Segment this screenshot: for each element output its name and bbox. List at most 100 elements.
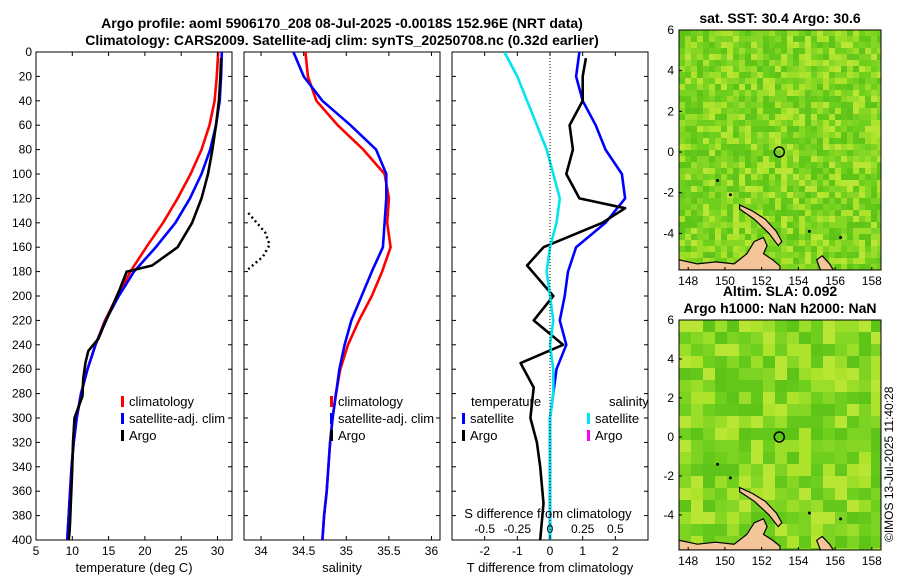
map-cell <box>703 476 715 488</box>
map-cell <box>691 96 697 102</box>
map-cell <box>877 162 881 168</box>
map-cell <box>703 524 715 536</box>
map-cell <box>751 174 757 180</box>
map-cell <box>757 72 763 78</box>
map-cell <box>865 36 871 42</box>
series-group <box>65 52 224 540</box>
map-cell <box>871 138 877 144</box>
map-cell <box>781 114 787 120</box>
map-cell <box>757 30 763 36</box>
map-cell <box>757 42 763 48</box>
map-cell <box>751 416 763 428</box>
map-cell <box>793 84 799 90</box>
map-cell <box>679 344 691 356</box>
map-cell <box>799 162 805 168</box>
map-cell <box>775 228 781 234</box>
map-cell <box>709 204 715 210</box>
map-cell <box>805 264 811 270</box>
map-cell <box>805 132 811 138</box>
map-cell <box>817 198 823 204</box>
map-cell <box>781 72 787 78</box>
map-x-tick-label: 158 <box>862 554 882 568</box>
map-cell <box>691 252 697 258</box>
map-cell <box>823 246 829 252</box>
map-cell <box>715 234 721 240</box>
map-cell <box>703 96 709 102</box>
map-cell <box>859 264 865 270</box>
map-cell <box>727 464 739 476</box>
map-cell <box>847 356 859 368</box>
map-cell <box>811 186 817 192</box>
map-cell <box>739 162 745 168</box>
map-cell <box>865 48 871 54</box>
map-cell <box>799 96 805 102</box>
y-tick-label: 160 <box>12 240 32 254</box>
map-cell <box>835 380 847 392</box>
map-cell <box>745 90 751 96</box>
legend-swatch <box>121 396 124 407</box>
map-cell <box>811 30 817 36</box>
map-cell <box>811 234 817 240</box>
map-cell <box>679 428 691 440</box>
map-cell <box>751 380 763 392</box>
map-cell <box>685 114 691 120</box>
legend-swatch <box>587 430 590 441</box>
map-cell <box>679 228 685 234</box>
x-tick-label: 5 <box>33 544 40 558</box>
map-cell <box>769 114 775 120</box>
map-cell <box>835 264 841 270</box>
map-cell <box>799 78 805 84</box>
map-cell <box>727 488 739 500</box>
map-cell <box>835 78 841 84</box>
map-cell <box>817 120 823 126</box>
map-cell <box>679 72 685 78</box>
map-cell <box>715 96 721 102</box>
map-cell <box>727 416 739 428</box>
map-cell <box>685 186 691 192</box>
map-cell <box>763 452 775 464</box>
map-cell <box>877 30 881 36</box>
map-cell <box>811 60 817 66</box>
map-cell <box>847 416 859 428</box>
map-cell <box>721 234 727 240</box>
map-cell <box>859 512 871 524</box>
map-cell <box>751 90 757 96</box>
map-cell <box>685 78 691 84</box>
map-cell <box>685 42 691 48</box>
map-cell <box>871 440 881 452</box>
map-cell <box>697 132 703 138</box>
map-cell <box>835 162 841 168</box>
map-cell <box>871 186 877 192</box>
map-cell <box>805 168 811 174</box>
map-cell <box>781 264 787 270</box>
map-cell <box>841 54 847 60</box>
map-cell <box>727 96 733 102</box>
land-1 <box>679 236 781 270</box>
map-cell <box>769 222 775 228</box>
map-cell <box>733 126 739 132</box>
map-cell <box>691 344 703 356</box>
map-cell <box>775 344 787 356</box>
map-cell <box>715 500 727 512</box>
map-cell <box>841 60 847 66</box>
map-cell <box>787 90 793 96</box>
island <box>807 229 811 233</box>
map-cell <box>727 48 733 54</box>
map-cell <box>859 452 871 464</box>
map-cell <box>835 476 847 488</box>
map-cell <box>721 102 727 108</box>
map-cell <box>787 96 793 102</box>
map-cell <box>835 464 847 476</box>
map-cell <box>865 108 871 114</box>
map-cell <box>751 476 763 488</box>
map-cell <box>847 144 853 150</box>
map-cell <box>685 210 691 216</box>
map-y-tick-label: -2 <box>663 186 674 200</box>
map-cell <box>751 198 757 204</box>
map-cell <box>853 132 859 138</box>
map-cell <box>763 198 769 204</box>
map-cell <box>727 30 733 36</box>
map-cell <box>757 54 763 60</box>
map-cell <box>781 90 787 96</box>
legend-swatch <box>121 430 124 441</box>
